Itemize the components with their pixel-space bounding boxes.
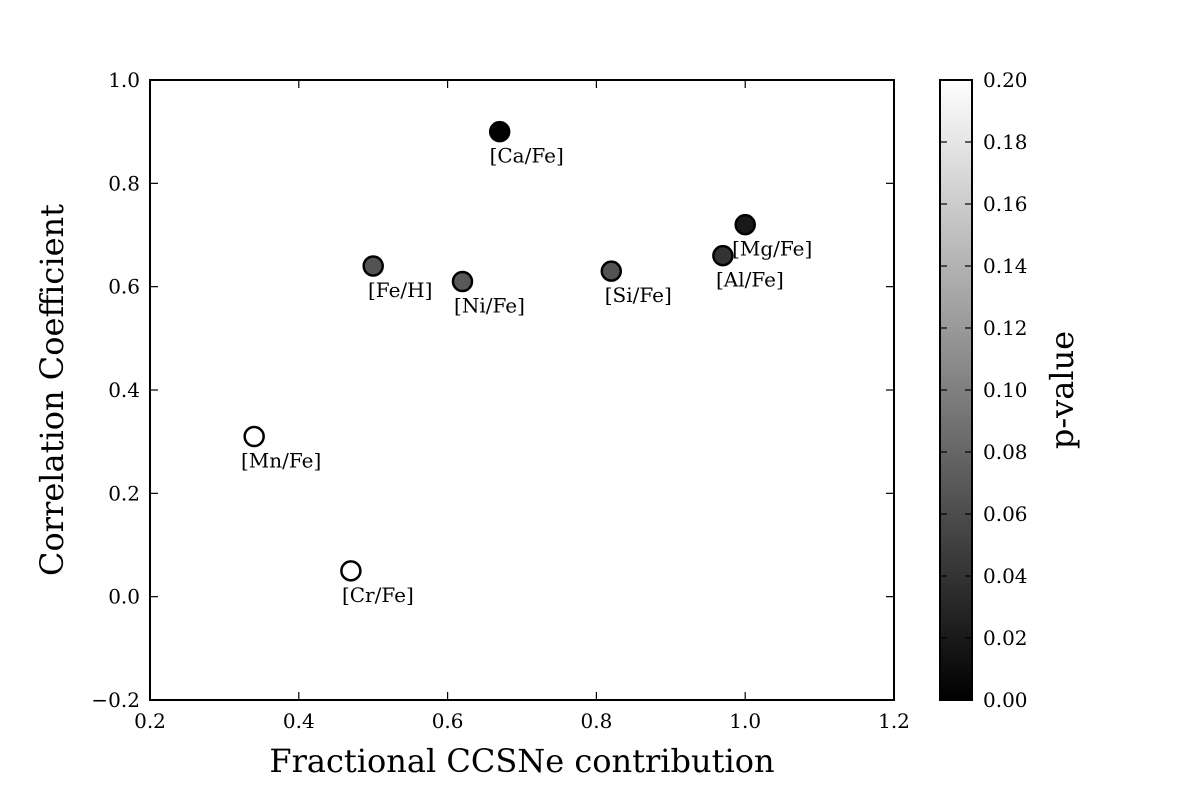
colorbar-tick-label: 0.10 — [983, 378, 1028, 402]
data-point-label: [Mg/Fe] — [732, 237, 812, 261]
data-point — [488, 120, 511, 143]
colorbar-tick-label: 0.08 — [983, 440, 1028, 464]
x-tick-label: 0.4 — [283, 709, 315, 733]
x-tick-label: 1.2 — [878, 709, 910, 733]
y-tick-label: 0.2 — [108, 481, 140, 505]
data-point — [340, 560, 362, 582]
colorbar-tick-label: 0.06 — [983, 502, 1028, 526]
y-tick-label: 1.0 — [108, 68, 140, 92]
data-point-label: [Ni/Fe] — [454, 294, 525, 318]
colorbar-tick-label: 0.16 — [983, 192, 1028, 216]
data-point-label: [Cr/Fe] — [342, 583, 414, 607]
x-tick-label: 0.6 — [432, 709, 464, 733]
x-axis-title: Fractional CCSNe contribution — [269, 742, 774, 780]
data-point-label: [Fe/H] — [368, 278, 432, 302]
data-point — [362, 255, 384, 277]
y-tick-label: −0.2 — [91, 688, 140, 712]
colorbar-tick-label: 0.12 — [983, 316, 1028, 340]
x-tick-label: 0.2 — [134, 709, 166, 733]
colorbar-tick-label: 0.00 — [983, 688, 1028, 712]
x-axis-ticks: 0.2 0.4 0.6 0.8 1.0 1.2 — [134, 80, 910, 733]
data-point — [600, 260, 623, 282]
y-axis-ticks: −0.2 0.0 0.2 0.4 0.6 0.8 1.0 — [91, 68, 894, 712]
plot-area: 0.2 0.4 0.6 0.8 1.0 1.2 −0.2 0.0 0.2 0.4 0.6 0.8 1.… — [91, 68, 909, 733]
data-point-label: [Mn/Fe] — [241, 449, 321, 473]
colorbar-tick-label: 0.18 — [983, 130, 1028, 154]
y-tick-label: 0.4 — [108, 378, 140, 402]
colorbar-tick-label: 0.02 — [983, 626, 1028, 650]
data-point — [243, 425, 265, 448]
plot-frame — [149, 79, 895, 701]
data-point — [734, 213, 756, 236]
colorbar-tick-label: 0.04 — [983, 564, 1028, 588]
colorbar-tick-label: 0.20 — [983, 68, 1028, 92]
data-point-label: [Ca/Fe] — [490, 144, 564, 168]
data-points: [Ca/Fe] [Fe/H] [Ni/Fe] [Si/Fe] [Mg/Fe] [Al/Fe… — [241, 120, 812, 607]
data-point — [712, 244, 734, 267]
y-tick-label: 0.8 — [108, 171, 140, 195]
colorbar-ticks: 0.00 0.02 0.04 0.06 0.08 0.10 0.12 0.14 0.16 0.18… — [940, 68, 1028, 712]
data-point-label: [Si/Fe] — [605, 283, 672, 307]
y-tick-label: 0.6 — [108, 275, 140, 299]
y-axis-title: Correlation Coefficient — [33, 204, 71, 576]
x-tick-label: 1.0 — [729, 709, 761, 733]
data-point — [451, 270, 474, 293]
data-point-label: [Al/Fe] — [716, 268, 784, 292]
colorbar-title: p-value — [1043, 331, 1081, 449]
x-tick-label: 0.8 — [580, 709, 612, 733]
colorbar-tick-label: 0.14 — [983, 254, 1028, 278]
colorbar: 0.00 0.02 0.04 0.06 0.08 0.10 0.12 0.14 0.16 0.18… — [939, 68, 1081, 712]
y-tick-label: 0.0 — [108, 585, 140, 609]
